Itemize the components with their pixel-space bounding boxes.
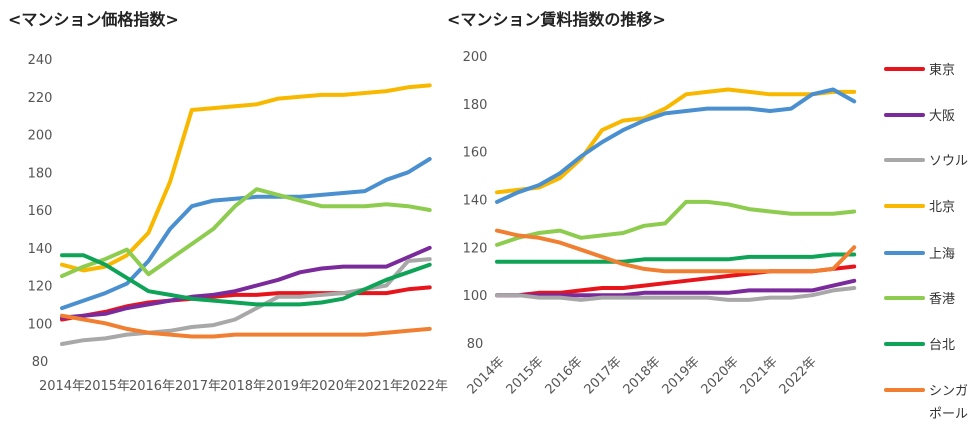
rent-series-line-7	[495, 228, 857, 274]
legend-label-4: 上海	[929, 247, 955, 262]
rent-y-tick-label: 200	[463, 50, 488, 65]
price-x-tick-label: 2019年	[266, 379, 312, 394]
price-x-tick-label: 2022年	[402, 379, 448, 394]
rent-x-tick-label: 2022年	[777, 354, 820, 397]
rent-x-tick-label: 2019年	[660, 354, 703, 397]
rent-x-tick-label: 2021年	[738, 354, 781, 397]
rent-y-tick-label: 120	[463, 241, 488, 256]
price-series-line-3	[60, 83, 432, 273]
rent-chart: 80 100 120 140 160 180 200 2014年2015年2016年2017年…	[463, 50, 857, 397]
rent-series-line-4	[495, 87, 857, 204]
rent-y-tick-label: 80	[467, 337, 484, 352]
price-series-line-7	[60, 313, 432, 339]
legend-label-2: ソウル	[929, 154, 968, 169]
price-x-tick-label: 2020年	[311, 379, 357, 394]
rent-x-tick-label: 2017年	[582, 354, 625, 397]
price-chart: 80 100 120 140 160 180 200 220 240 2014年2015年2016…	[28, 53, 448, 394]
rent-series-line-2	[495, 286, 857, 302]
rent-x-tick-label: 2016年	[543, 354, 586, 397]
price-y-tick-label: 120	[28, 280, 53, 295]
price-index-title: <マンション価格指数>	[8, 10, 179, 29]
rent-series-line-1	[495, 278, 857, 298]
rent-y-tick-label: 160	[463, 146, 488, 161]
legend-label-0: 東京	[929, 62, 955, 78]
price-y-tick-label: 220	[28, 91, 53, 106]
price-y-tick-label: 80	[32, 355, 49, 370]
price-y-tick-label: 180	[28, 166, 53, 181]
rent-y-tick-label: 140	[463, 194, 488, 209]
legend-label-7-line2: ポール	[929, 407, 968, 422]
rent-index-title: <マンション賃料指数の推移>	[447, 10, 666, 29]
rent-x-tick-label: 2020年	[699, 354, 742, 397]
legend-label-7: シンガ	[929, 384, 968, 399]
price-x-tick-label: 2021年	[357, 379, 403, 394]
price-y-tick-label: 240	[28, 53, 53, 68]
price-y-tick-label: 100	[28, 317, 53, 332]
rent-x-tick-label: 2015年	[504, 354, 547, 397]
legend-label-3: 北京	[929, 200, 955, 215]
price-x-tick-label: 2018年	[220, 379, 266, 394]
legend-label-6: 台北	[929, 338, 955, 353]
legend-label-1: 大阪	[929, 109, 955, 124]
price-y-tick-label: 160	[28, 204, 53, 219]
price-series-line-6	[60, 253, 432, 307]
rent-series-line-3	[495, 87, 857, 195]
price-y-tick-label: 140	[28, 242, 53, 257]
price-series-line-1	[60, 245, 432, 320]
price-x-tick-label: 2017年	[175, 379, 221, 394]
price-x-tick-label: 2015年	[84, 379, 130, 394]
rent-series-line-6	[495, 252, 857, 264]
price-x-tick-label: 2016年	[129, 379, 175, 394]
price-y-tick-label: 200	[28, 129, 53, 144]
price-series-line-5	[60, 187, 432, 279]
rent-y-tick-label: 180	[463, 98, 488, 113]
rent-x-tick-label: 2014年	[465, 354, 508, 397]
legend-label-5: 香港	[929, 292, 955, 307]
price-x-tick-label: 2014年	[39, 379, 85, 394]
rent-x-tick-label: 2018年	[621, 354, 664, 397]
rent-y-tick-label: 100	[463, 289, 488, 304]
rent-series-line-5	[495, 199, 857, 247]
